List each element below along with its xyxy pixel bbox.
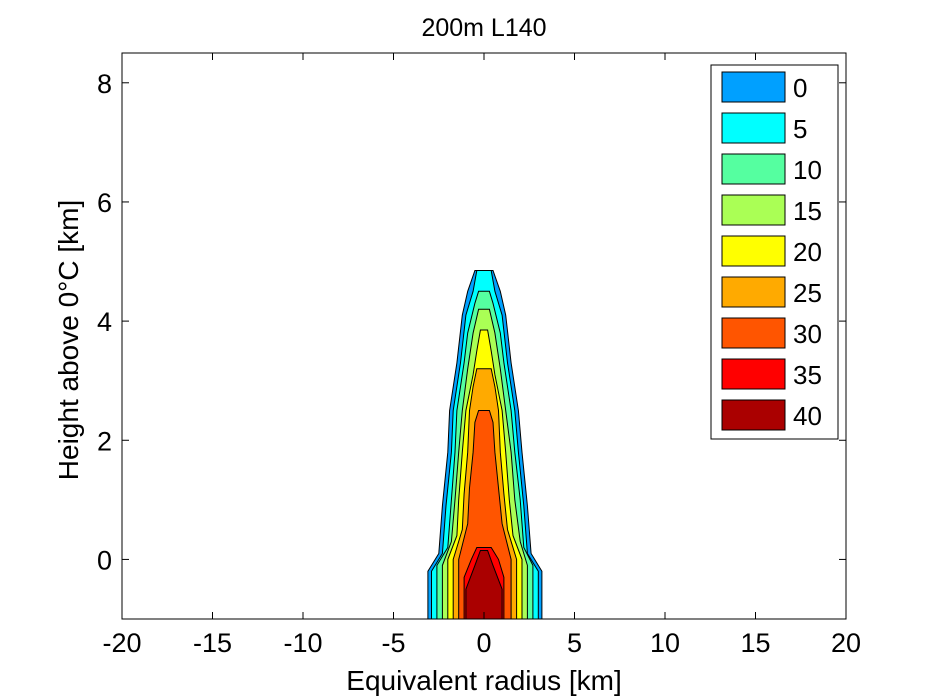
y-tick-label: 0 <box>97 545 112 575</box>
contour-layer <box>427 270 543 620</box>
legend-label-20: 20 <box>793 237 822 267</box>
legend-swatch-15 <box>721 194 786 226</box>
x-tick-label: 15 <box>740 628 770 658</box>
contour-band-40 <box>465 550 503 620</box>
legend-label-25: 25 <box>793 278 822 308</box>
legend-swatch-30 <box>721 317 786 349</box>
legend-label-5: 5 <box>793 114 807 144</box>
y-tick-label: 4 <box>97 307 112 337</box>
x-tick-labels: -20 -15 -10 -5 0 5 10 15 20 <box>102 628 861 658</box>
chart-title: 200m L140 <box>421 14 546 42</box>
legend-swatch-25 <box>721 276 786 308</box>
ticks-layer <box>121 53 847 619</box>
legend-swatch-20 <box>721 235 786 267</box>
legend-label-0: 0 <box>793 73 807 103</box>
legend-swatch-40 <box>721 399 786 431</box>
legend-swatch-0 <box>721 71 786 103</box>
y-tick-label: 6 <box>97 188 112 218</box>
legend-items: 0 5 10 15 20 25 30 35 40 <box>721 71 822 431</box>
legend-label-10: 10 <box>793 155 822 185</box>
x-tick-label: -20 <box>102 628 141 658</box>
x-tick-label: -5 <box>381 628 405 658</box>
legend: 0 5 10 15 20 25 30 35 40 <box>710 64 839 440</box>
x-axis-title: Equivalent radius [km] <box>346 665 621 696</box>
legend-label-40: 40 <box>793 401 822 431</box>
legend-swatch-10 <box>721 153 786 185</box>
y-axis-title: Height above 0°C [km] <box>53 200 84 480</box>
x-tick-label: -15 <box>193 628 232 658</box>
x-tick-label: 5 <box>567 628 582 658</box>
x-tick-label: -10 <box>283 628 322 658</box>
y-tick-labels: 0 2 4 6 8 <box>97 69 112 576</box>
x-tick-label: 0 <box>476 628 491 658</box>
legend-swatch-5 <box>721 112 786 144</box>
legend-swatch-35 <box>721 358 786 390</box>
legend-label-15: 15 <box>793 196 822 226</box>
y-tick-label: 2 <box>97 426 112 456</box>
legend-label-30: 30 <box>793 319 822 349</box>
y-tick-label: 8 <box>97 69 112 99</box>
x-tick-label: 10 <box>650 628 680 658</box>
x-tick-label: 20 <box>831 628 861 658</box>
legend-label-35: 35 <box>793 360 822 390</box>
